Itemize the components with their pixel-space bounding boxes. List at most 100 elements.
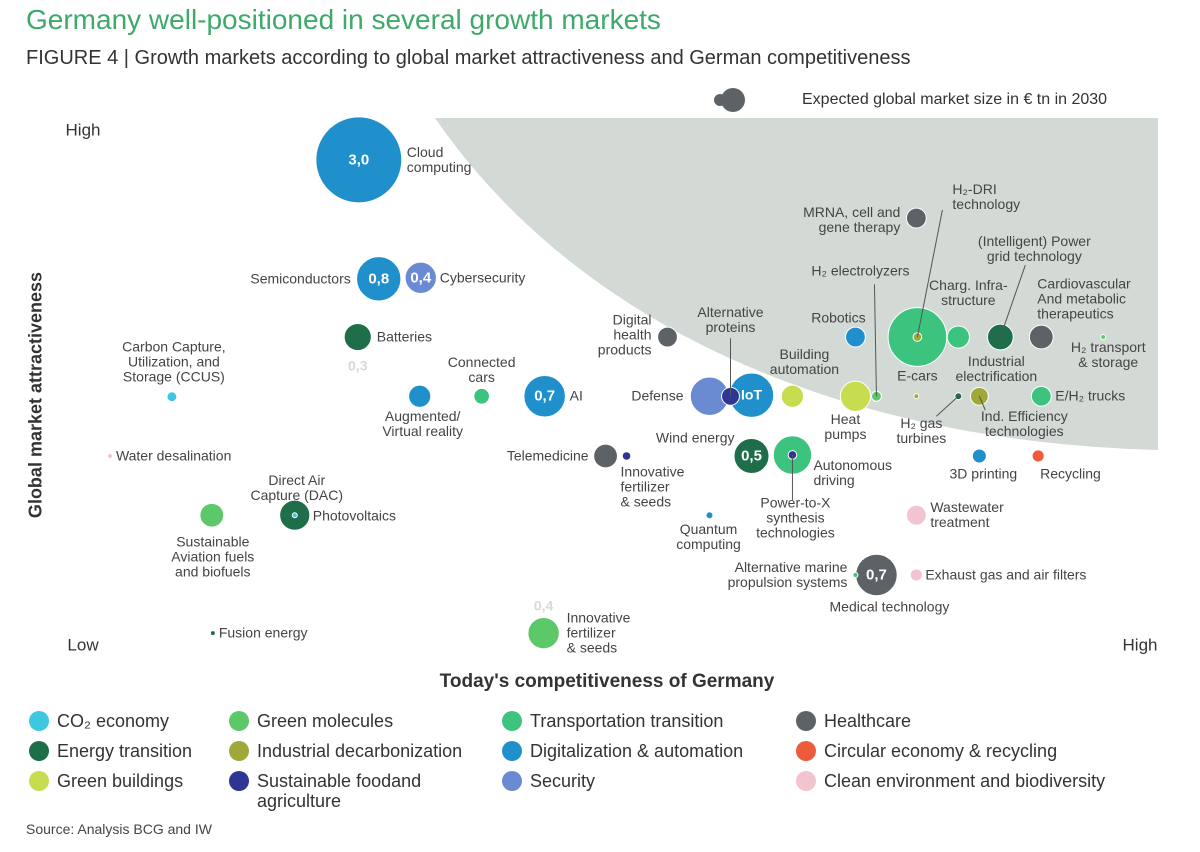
legend-marker	[502, 711, 522, 731]
bubble-label: Connected cars	[447, 354, 516, 386]
legend-label: Digitalization & automation	[530, 741, 744, 761]
bubble	[733, 437, 770, 475]
value-label: 0,7	[534, 387, 556, 405]
bubble-label: Quantum computing	[676, 521, 741, 553]
bubble	[852, 571, 859, 578]
bubble	[946, 325, 970, 349]
x-axis-title: Today's competitiveness of Germany	[439, 671, 775, 692]
size-legend-large	[721, 88, 745, 112]
bubble	[404, 261, 437, 294]
bubble	[199, 502, 225, 528]
bubble	[291, 512, 298, 519]
bubble-label: IoT	[741, 386, 762, 403]
bubble-label: Industrial electrification	[955, 353, 1038, 385]
legend-marker	[229, 741, 249, 761]
bubble	[1030, 385, 1052, 407]
bubble-label: Medical technology	[829, 598, 950, 615]
bubble	[986, 323, 1014, 351]
legend-marker	[29, 711, 49, 731]
legend-marker	[502, 771, 522, 791]
size-legend-title: Expected global market size in € tn in 2…	[802, 91, 1108, 108]
leader-line	[873, 284, 877, 397]
bubble-label: Water desalination	[115, 447, 232, 464]
chart-subtitle: FIGURE 4 | Growth markets according to g…	[26, 47, 911, 69]
bubble	[845, 326, 866, 348]
bubble-label: H₂ gas turbines	[896, 415, 947, 447]
y-axis-title: Global market attractiveness	[25, 271, 46, 519]
bubble	[106, 453, 113, 459]
legend-label: Green molecules	[257, 711, 394, 731]
bubble-label: (Intelligent) Power grid technology	[977, 233, 1091, 265]
bubble	[905, 207, 927, 229]
bubble-label: Autonomous driving	[813, 456, 893, 488]
bubble-label: H₂ electrolyzers	[811, 262, 910, 279]
value-label: 0,3	[348, 357, 368, 374]
legend-label: Industrial decarbonization	[257, 741, 463, 761]
bubble-label: H₂ transport & storage	[1070, 339, 1146, 371]
leader-line	[978, 396, 986, 411]
legend-marker	[796, 771, 816, 791]
source: Source: Analysis BCG and IW	[26, 821, 212, 837]
bubble-label: AI	[569, 387, 583, 404]
bubble	[780, 384, 805, 408]
y-tick-label: Low	[67, 635, 99, 655]
bubble-label: Batteries	[376, 328, 432, 345]
value-label: 0,4	[533, 597, 554, 614]
bubble	[527, 616, 560, 650]
bubble-label: Digital health products	[597, 311, 652, 358]
bubble-label: 3D printing	[949, 465, 1018, 482]
bubble-label: Cybersecurity	[439, 269, 526, 286]
legend-marker	[229, 771, 249, 791]
bubble	[705, 511, 714, 520]
value-label: 0,7	[866, 566, 887, 584]
bubble-label: Ind. Efficiency technologies	[980, 408, 1068, 440]
value-label: 3,0	[348, 151, 370, 169]
bubble	[1028, 324, 1054, 350]
bubble	[909, 568, 923, 582]
bubble-label: Robotics	[811, 309, 866, 326]
bubble-label: Wastewater treatment	[930, 499, 1004, 531]
bubble-label: Recycling	[1040, 465, 1101, 482]
bubble-label: Carbon Capture, Utilization, and Storage…	[122, 338, 226, 385]
leader-line	[916, 209, 943, 338]
leader-line	[936, 395, 959, 417]
bubble-label: Sustainable Aviation fuels and biofuels	[171, 533, 255, 580]
bubble-label: Augmented/ Virtual reality	[382, 408, 464, 440]
bubble	[1100, 334, 1107, 341]
bubble-label: Telemedicine	[506, 447, 589, 464]
bubble-label: Direct Air Capture (DAC)	[250, 472, 344, 504]
legend-label: Security	[530, 771, 596, 791]
bubble	[657, 326, 678, 348]
bubble	[971, 448, 987, 464]
chart-title: Germany well-positioned in several growt…	[26, 4, 661, 35]
bubble-label: E/H₂ trucks	[1055, 387, 1126, 404]
bubble-label: Innovative fertilizer & seeds	[566, 609, 631, 656]
legend-label: Sustainable foodand agriculture	[257, 771, 422, 811]
bubble	[408, 384, 432, 408]
x-tick-label: High	[1122, 635, 1158, 655]
bubble-label: Innovative fertilizer & seeds	[620, 463, 685, 510]
legend-marker	[796, 711, 816, 731]
legend-label: Clean environment and biodiversity	[824, 771, 1106, 791]
legend-marker	[229, 711, 249, 731]
legend-marker	[796, 741, 816, 761]
legend-marker	[29, 741, 49, 761]
bubble-label: Building automation	[769, 346, 840, 378]
bubble	[912, 332, 923, 342]
bubble	[315, 116, 403, 204]
legend-label: CO₂ economy	[57, 711, 170, 731]
value-label: 0,5	[741, 447, 762, 465]
legend-marker	[29, 771, 49, 791]
bubble	[839, 380, 872, 412]
bubble-label: Alternative marine propulsion systems	[727, 558, 848, 590]
bubble-label: Cardiovascular And metabolic therapeutic…	[1037, 275, 1131, 322]
legend-label: Green buildings	[57, 771, 184, 791]
bubble	[523, 375, 566, 418]
y-tick-label: High	[65, 120, 101, 140]
bubble-label: MRNA, cell and gene therapy	[803, 204, 901, 236]
bubble	[905, 504, 927, 526]
bubble	[593, 443, 618, 469]
bubble-label: Alternative proteins	[697, 304, 764, 336]
